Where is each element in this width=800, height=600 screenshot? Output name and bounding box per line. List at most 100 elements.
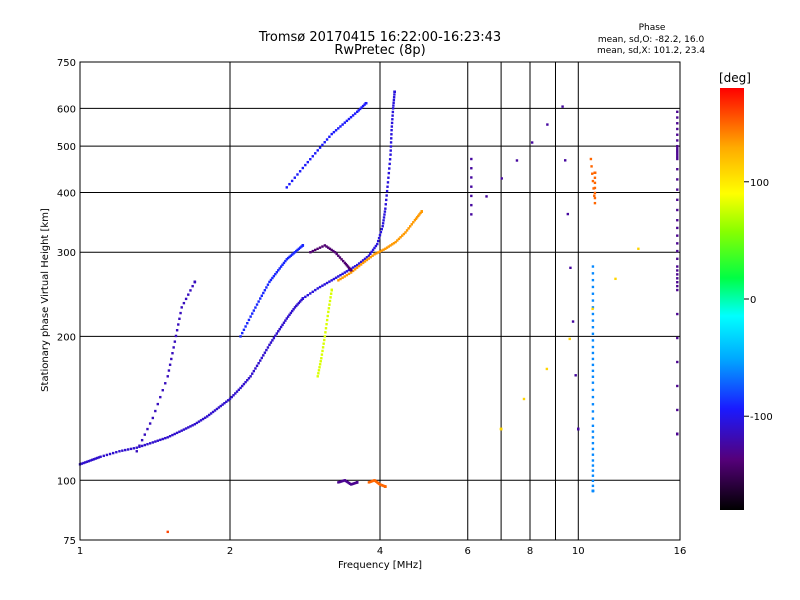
data-point: [166, 436, 169, 439]
data-point: [378, 233, 382, 237]
data-point: [591, 351, 595, 355]
data-point: [244, 380, 247, 384]
data-point: [193, 423, 197, 426]
data-point: [591, 479, 595, 482]
data-point: [370, 250, 373, 254]
data-point: [189, 425, 192, 428]
data-point: [156, 402, 159, 406]
data-point: [246, 321, 249, 325]
data-point: [278, 327, 281, 331]
data-point: [293, 306, 297, 309]
data-point: [676, 157, 679, 161]
data-point: [676, 133, 679, 136]
data-point: [676, 168, 679, 171]
data-point: [223, 401, 226, 405]
data-point: [333, 251, 337, 254]
data-point: [367, 257, 371, 260]
data-point: [387, 176, 390, 179]
data-point: [323, 141, 326, 144]
data-point: [298, 170, 302, 173]
data-point: [337, 254, 340, 257]
data-point: [328, 280, 331, 283]
data-point: [244, 325, 247, 328]
data-point: [316, 375, 319, 378]
data-point: [337, 279, 340, 282]
data-point: [288, 182, 291, 186]
data-point: [355, 481, 359, 484]
data-point: [239, 386, 242, 390]
data-point: [275, 332, 279, 335]
data-point: [591, 459, 595, 462]
data-point: [251, 312, 254, 315]
x-tick-label: 6: [465, 546, 471, 557]
data-point: [365, 256, 369, 259]
data-point: [108, 452, 112, 456]
data-point: [546, 123, 549, 126]
data-point: [257, 300, 260, 303]
data-point: [564, 159, 567, 162]
data-point: [325, 322, 328, 326]
x-tick-label: 1: [77, 546, 83, 557]
data-point: [522, 397, 526, 401]
data-point: [255, 303, 259, 306]
data-point: [384, 247, 387, 250]
data-point: [321, 284, 324, 287]
data-point: [382, 216, 386, 219]
data-point: [272, 274, 276, 278]
data-point: [346, 265, 350, 268]
data-point: [369, 252, 372, 255]
data-point: [376, 242, 379, 246]
data-point: [97, 456, 101, 459]
data-point: [676, 273, 679, 276]
data-point: [167, 369, 171, 372]
data-point: [318, 363, 322, 366]
data-point: [392, 242, 396, 245]
data-point: [348, 267, 352, 271]
data-point: [391, 243, 394, 246]
data-point: [418, 213, 421, 216]
data-point: [304, 295, 307, 299]
data-point: [390, 125, 394, 128]
data-point: [279, 265, 283, 268]
data-point: [405, 229, 409, 232]
data-point: [591, 436, 595, 439]
data-point: [323, 244, 327, 247]
data-point: [284, 319, 287, 322]
data-point: [129, 447, 133, 451]
data-point: [241, 331, 244, 335]
data-point: [353, 112, 357, 115]
data-point: [170, 357, 173, 361]
data-point: [388, 167, 391, 170]
data-point: [209, 412, 213, 415]
data-point: [390, 137, 393, 140]
data-point: [249, 315, 252, 318]
data-point: [187, 293, 190, 296]
data-point: [234, 392, 237, 395]
data-point: [247, 318, 251, 322]
data-point: [281, 263, 284, 266]
data-point: [91, 458, 94, 462]
data-point: [335, 252, 338, 256]
data-point: [94, 457, 97, 460]
data-point: [593, 181, 597, 185]
x-tick-label: 4: [377, 546, 383, 557]
data-point: [363, 260, 367, 263]
data-point: [140, 438, 144, 442]
data-point: [349, 116, 353, 119]
data-point: [545, 367, 549, 371]
data-point: [318, 366, 321, 369]
colorbar-tick-label: 100: [750, 178, 769, 189]
data-point: [591, 424, 595, 428]
y-tick-label: 750: [57, 58, 76, 69]
data-point: [193, 280, 197, 284]
data-point: [242, 382, 246, 386]
data-point: [330, 288, 333, 292]
data-point: [676, 277, 679, 280]
data-point: [386, 181, 390, 184]
data-point: [373, 253, 376, 256]
data-point: [84, 461, 87, 464]
data-point: [316, 149, 319, 152]
data-point: [360, 106, 363, 109]
data-point: [347, 272, 351, 276]
data-point: [89, 459, 92, 462]
